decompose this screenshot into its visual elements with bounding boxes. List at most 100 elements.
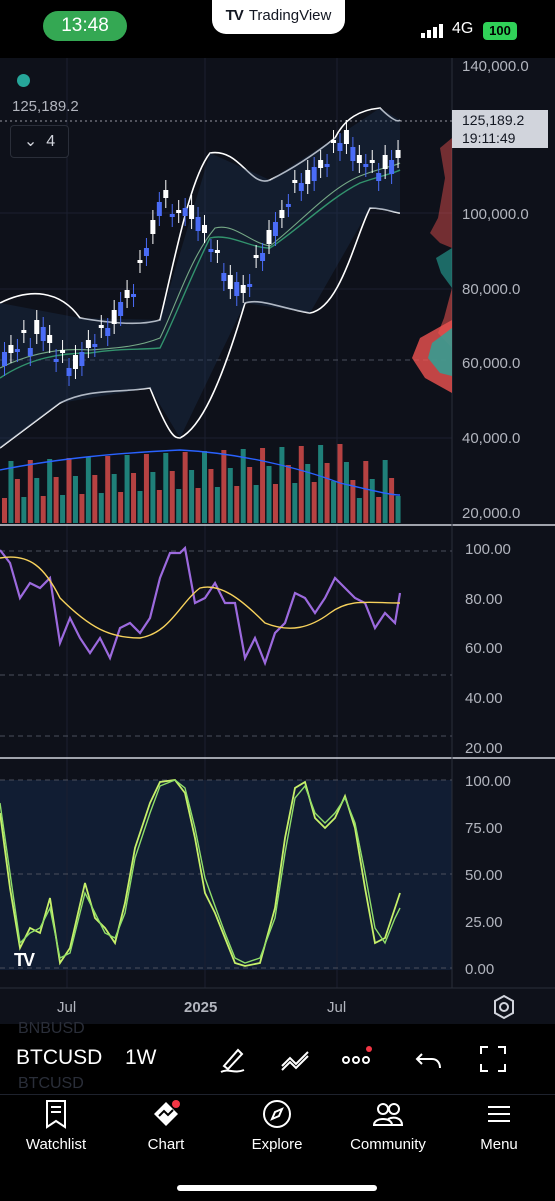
network-type: 4G bbox=[452, 20, 474, 37]
candle-body bbox=[240, 285, 246, 293]
candle-body bbox=[163, 190, 169, 198]
volume-bar bbox=[105, 456, 111, 523]
market-status-icon[interactable] bbox=[17, 74, 30, 87]
volume-bar bbox=[376, 497, 382, 523]
candle-body bbox=[8, 345, 14, 353]
drawing-pen-icon[interactable] bbox=[216, 1042, 250, 1076]
candle-body bbox=[343, 130, 349, 144]
signal-icon bbox=[421, 24, 443, 38]
candle-body bbox=[389, 160, 395, 174]
rsi-tick: 60.00 bbox=[465, 640, 503, 657]
candle-body bbox=[47, 335, 53, 343]
indicators-icon[interactable] bbox=[278, 1042, 312, 1076]
volume-bar bbox=[318, 445, 324, 523]
interval-selector[interactable]: 1W bbox=[125, 1046, 157, 1069]
volume-bar bbox=[8, 461, 14, 523]
community-icon bbox=[372, 1103, 404, 1126]
tab-chart[interactable]: Chart bbox=[116, 1098, 216, 1153]
time-tick: Jul bbox=[57, 999, 77, 1016]
candle-body bbox=[363, 164, 369, 167]
volume-bar bbox=[369, 479, 375, 523]
candle-body bbox=[143, 248, 149, 256]
candle-body bbox=[298, 183, 304, 191]
candle-body bbox=[195, 217, 201, 231]
volume-bar bbox=[324, 463, 330, 523]
tab-menu[interactable]: Menu bbox=[449, 1098, 549, 1153]
candle-body bbox=[156, 202, 162, 216]
indicators-toggle-button[interactable]: ⌄ 4 bbox=[10, 125, 69, 158]
explore-icon bbox=[263, 1100, 291, 1128]
volume-bar bbox=[98, 493, 104, 523]
tab-community[interactable]: Community bbox=[338, 1098, 438, 1153]
candle-body bbox=[337, 143, 343, 151]
candle-body bbox=[189, 205, 195, 219]
candle-body bbox=[395, 150, 401, 158]
fullscreen-icon[interactable] bbox=[476, 1042, 510, 1076]
stoch-d-line bbox=[0, 779, 401, 964]
volume-bar bbox=[350, 480, 356, 523]
settings-gear-icon[interactable] bbox=[490, 993, 518, 1021]
candle-body bbox=[253, 255, 259, 258]
volume-bar bbox=[247, 467, 253, 523]
tab-watchlist[interactable]: Watchlist bbox=[6, 1098, 106, 1153]
volume-bar bbox=[253, 485, 259, 523]
volume-bar bbox=[163, 453, 169, 523]
candle-body bbox=[234, 282, 240, 296]
indicator-count: 4 bbox=[46, 133, 56, 150]
candle-body bbox=[285, 204, 291, 207]
volume-bar bbox=[221, 450, 227, 523]
tab-explore[interactable]: Explore bbox=[227, 1098, 327, 1153]
volume-bar bbox=[111, 474, 117, 523]
volume-bar bbox=[305, 464, 311, 523]
tab-label: Chart bbox=[147, 1136, 185, 1153]
candle-body bbox=[260, 253, 266, 261]
chart-icon bbox=[154, 1100, 180, 1126]
home-indicator bbox=[177, 1185, 377, 1191]
candle-body bbox=[150, 220, 156, 234]
volume-bar bbox=[279, 447, 285, 523]
candle-body bbox=[279, 210, 285, 218]
candle-body bbox=[305, 170, 311, 184]
candle-body bbox=[137, 260, 143, 263]
volume-bar bbox=[272, 484, 278, 523]
candle-body bbox=[214, 250, 220, 253]
rsi-tick: 40.00 bbox=[465, 690, 503, 707]
volume-bar bbox=[150, 472, 156, 523]
volume-bar bbox=[137, 491, 143, 523]
candle-body bbox=[14, 349, 20, 352]
stoch-tick: 75.00 bbox=[465, 820, 503, 837]
undo-icon[interactable] bbox=[412, 1042, 446, 1076]
candle-body bbox=[182, 208, 188, 216]
rsi-ma-line bbox=[0, 556, 401, 639]
volume-bar bbox=[363, 461, 369, 523]
volume-bar bbox=[382, 460, 388, 523]
candle-body bbox=[221, 273, 227, 281]
chart-canvas[interactable] bbox=[0, 58, 555, 1024]
previous-symbol[interactable]: BNBUSD bbox=[18, 1020, 85, 1037]
volume-ma-line bbox=[0, 449, 401, 496]
rsi-tick: 20.00 bbox=[465, 740, 503, 757]
tradingview-logo-icon: TV bbox=[225, 7, 244, 24]
volume-bar bbox=[266, 466, 272, 523]
rsi-tick: 100.00 bbox=[465, 541, 511, 558]
tab-label: Community bbox=[350, 1136, 426, 1153]
volume-bar bbox=[85, 457, 91, 523]
chevron-down-icon: ⌄ bbox=[23, 133, 38, 150]
more-options-icon[interactable] bbox=[340, 1042, 374, 1076]
volume-bar bbox=[21, 497, 27, 523]
tradingview-watermark-icon: TV bbox=[14, 950, 35, 970]
volume-bar bbox=[227, 468, 233, 523]
volume-bar bbox=[79, 494, 85, 523]
volume-bar bbox=[182, 452, 188, 523]
volume-bar bbox=[34, 478, 40, 523]
symbol-selector[interactable]: BTCUSD bbox=[16, 1046, 103, 1069]
next-symbol[interactable]: BTCUSD bbox=[18, 1075, 84, 1092]
price-tick: 60,000.0 bbox=[462, 355, 521, 372]
volume-bar bbox=[189, 470, 195, 523]
volume-bar bbox=[389, 478, 395, 523]
candle-body bbox=[382, 155, 388, 169]
current-price-tag: 125,189.2 19:11:49 bbox=[452, 110, 548, 148]
app-title: TradingView bbox=[248, 7, 332, 24]
stoch-tick: 100.00 bbox=[465, 773, 511, 790]
chart-area[interactable] bbox=[0, 58, 555, 1024]
